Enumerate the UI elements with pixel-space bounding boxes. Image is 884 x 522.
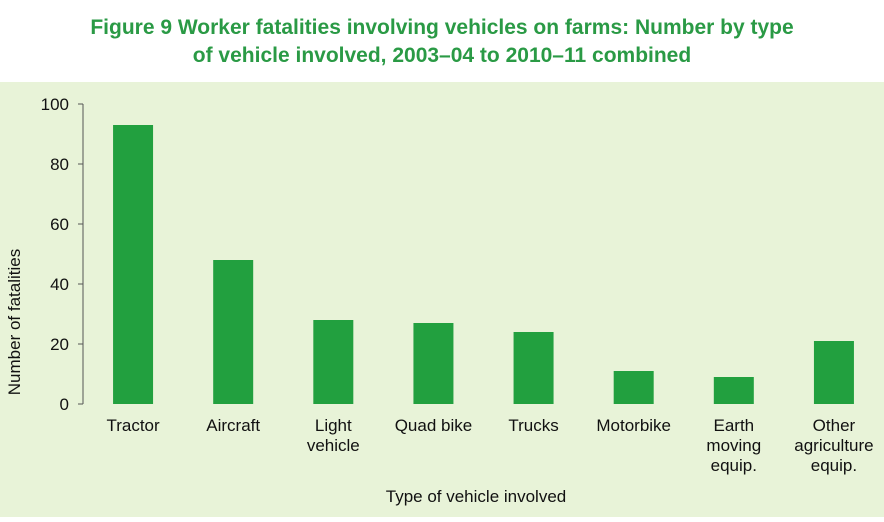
x-tick-label: Light vehicle	[307, 416, 360, 455]
bar-motorbike	[613, 371, 654, 404]
chart-title-line-1: Figure 9 Worker fatalities involving veh…	[90, 16, 794, 39]
bar-other-agriculture-equip	[813, 341, 854, 404]
y-tick-label: 60	[50, 215, 69, 234]
x-axis: Tractor Aircraft Light vehicle Quad bike Truc…	[106, 416, 873, 475]
bar-trucks	[513, 332, 554, 404]
y-tick-label: 40	[50, 275, 69, 294]
x-tick-label: Earth moving equip.	[706, 416, 761, 475]
x-tick-label: Quad bike	[395, 416, 473, 435]
x-tick-label: Tractor	[106, 416, 160, 435]
bar-quad-bike	[413, 323, 454, 404]
x-tick-label: Motorbike	[596, 416, 671, 435]
x-tick-label: Aircraft	[206, 416, 260, 435]
y-tick-label: 0	[60, 395, 69, 414]
bar-chart: 0 20 40 60 80 100 Tractor Aircraft Light vehicle…	[5, 95, 874, 506]
y-tick-label: 20	[50, 335, 69, 354]
chart-title: Figure 9 Worker fatalities involving veh…	[0, 14, 884, 70]
bars	[113, 125, 854, 404]
y-axis: 0 20 40 60 80 100	[41, 95, 84, 414]
x-axis-label: Type of vehicle involved	[386, 487, 567, 506]
bar-aircraft	[213, 260, 254, 404]
chart-panel: 0 20 40 60 80 100 Tractor Aircraft Light vehicle…	[0, 82, 884, 517]
x-tick-label: Other agriculture equip.	[794, 416, 873, 475]
x-tick-label: Trucks	[508, 416, 558, 435]
chart-title-line-2: of vehicle involved, 2003–04 to 2010–11 …	[192, 44, 692, 67]
y-tick-label: 100	[41, 95, 69, 114]
bar-light-vehicle	[313, 320, 354, 404]
bar-earth-moving-equip	[713, 377, 754, 404]
y-axis-label: Number of fatalities	[5, 249, 24, 395]
bar-tractor	[113, 125, 154, 404]
y-tick-label: 80	[50, 155, 69, 174]
